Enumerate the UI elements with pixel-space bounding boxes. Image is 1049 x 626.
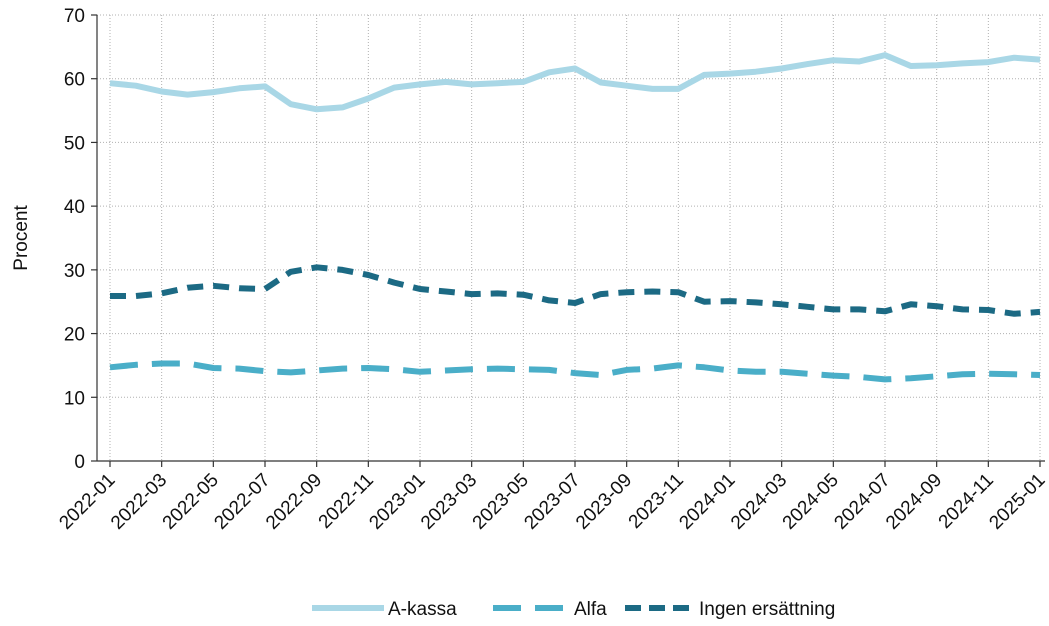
x-tick-label: 2024-05 [779,470,843,534]
y-tick-label: 10 [64,388,85,409]
tick-label-layer: 0102030405060702022-012022-032022-052022… [55,6,1049,534]
series-line-1 [109,360,1041,383]
x-tick-label: 2023-01 [365,470,429,534]
y-tick-label: 20 [64,325,85,346]
y-tick-label: 30 [64,261,85,282]
legend-label-2: Ingen ersättning [699,599,835,620]
y-tick-label: 40 [64,197,85,218]
series-line-0 [109,52,1041,113]
y-tick-label: 70 [64,6,85,27]
x-tick-label: 2022-05 [159,470,223,534]
series-layer [109,52,1041,383]
y-tick-label: 0 [74,452,85,473]
legend: A-kassa Alfa Ingen ersättning [312,599,835,620]
y-axis-title: Procent [11,205,32,271]
axes-layer [91,14,1045,467]
x-tick-label: 2025-01 [985,470,1049,534]
x-tick-label: 2023-05 [469,470,533,534]
x-tick-label: 2022-09 [262,470,326,534]
x-tick-label: 2024-09 [882,470,946,534]
x-tick-label: 2022-07 [210,470,274,534]
y-tick-label: 50 [64,133,85,154]
x-tick-label: 2023-07 [520,470,584,534]
legend-label-1: Alfa [574,599,607,620]
y-tick-label: 60 [64,70,85,91]
x-tick-label: 2024-03 [727,470,791,534]
series-line-2 [110,264,1041,317]
x-tick-label: 2023-09 [572,470,636,534]
x-tick-label: 2022-03 [107,470,171,534]
legend-label-0: A-kassa [388,599,457,620]
grid-layer [97,14,1045,461]
x-tick-label: 2023-03 [417,470,481,534]
x-tick-label: 2024-07 [830,470,894,534]
x-tick-label: 2022-01 [55,470,119,534]
x-tick-label: 2024-01 [675,470,739,534]
